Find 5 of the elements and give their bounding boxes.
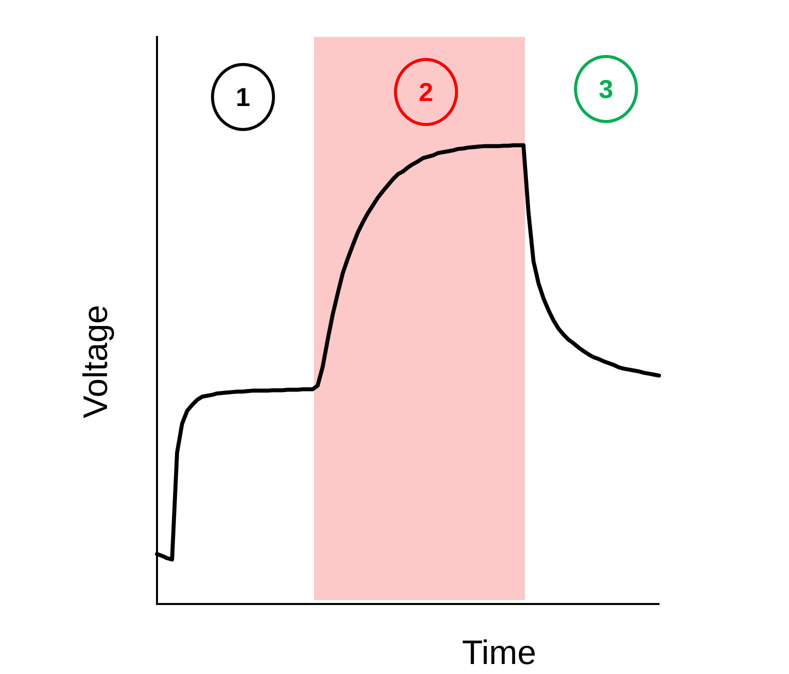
text: 2 xyxy=(394,58,458,126)
text: 3 xyxy=(574,55,638,123)
y-axis-title: Voltage xyxy=(77,304,116,418)
x-axis-title: Time xyxy=(462,634,536,673)
text: 1 xyxy=(211,63,275,131)
